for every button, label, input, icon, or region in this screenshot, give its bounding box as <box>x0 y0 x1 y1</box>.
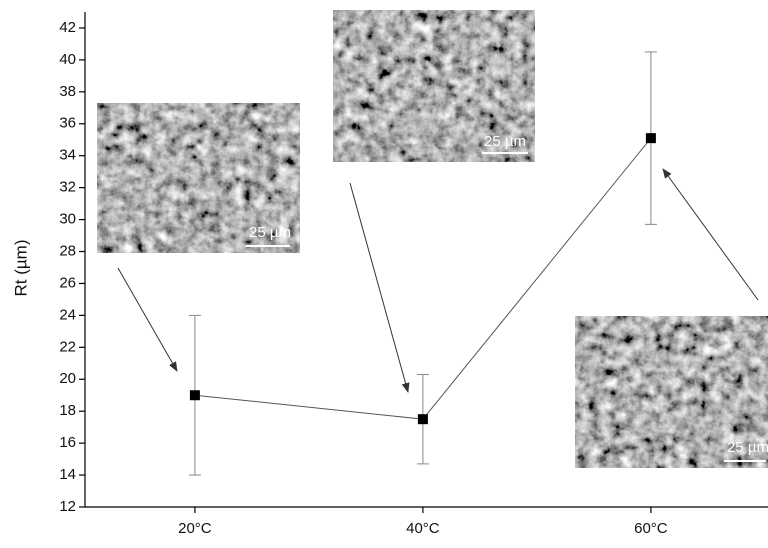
scale-label: 25 µm <box>249 224 291 241</box>
inset-3: 25 µm <box>575 316 768 468</box>
y-tick-label: 38 <box>59 83 76 100</box>
x-tick-label: 60°C <box>634 520 668 537</box>
point <box>417 414 428 425</box>
y-tick-label: 28 <box>59 242 76 259</box>
inset-1: 25 µm <box>97 103 300 253</box>
y-tick-label: 34 <box>59 147 76 164</box>
y-tick-label: 22 <box>59 338 76 355</box>
point <box>645 133 656 144</box>
scale-label: 25 µm <box>727 439 768 456</box>
x-tick-label: 40°C <box>406 520 440 537</box>
y-tick-label: 24 <box>59 306 76 323</box>
y-tick-label: 26 <box>59 274 76 291</box>
y-tick-label: 32 <box>59 179 76 196</box>
arrows <box>117 168 759 393</box>
y-tick-label: 18 <box>59 402 76 419</box>
inset-2: 25 µm <box>333 10 535 162</box>
y-tick-label: 16 <box>59 434 76 451</box>
y-tick-label: 42 <box>59 19 76 36</box>
scale-label: 25 µm <box>484 133 526 150</box>
x-tick-label: 20°C <box>178 520 212 537</box>
y-tick-label: 30 <box>59 211 76 228</box>
y-axis-label: Rt (µm) <box>11 239 30 296</box>
y-tick-label: 20 <box>59 370 76 387</box>
y-tick-label: 40 <box>59 51 76 68</box>
y-tick-label: 12 <box>59 498 76 515</box>
y-tick-label: 14 <box>59 466 76 483</box>
y-tick-label: 36 <box>59 115 76 132</box>
point <box>189 390 200 401</box>
